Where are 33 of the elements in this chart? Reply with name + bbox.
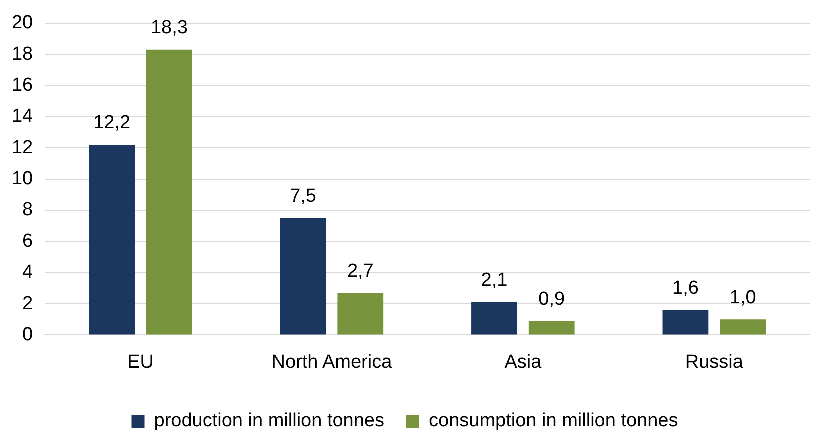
data-label: 0,9 bbox=[538, 288, 566, 310]
x-tick-label: Russia bbox=[685, 352, 744, 373]
data-label: 12,2 bbox=[94, 112, 131, 134]
y-tick-label: 8 bbox=[22, 200, 34, 221]
data-label: 2,7 bbox=[347, 260, 374, 282]
legend-label: consumption in million tonnes bbox=[429, 410, 678, 432]
y-tick-label: 2 bbox=[22, 293, 34, 314]
bar bbox=[280, 218, 326, 335]
bar bbox=[528, 321, 575, 335]
data-label: 18,3 bbox=[150, 18, 188, 39]
x-tick-label: North America bbox=[272, 352, 393, 373]
data-label: 2,1 bbox=[481, 270, 508, 292]
bar bbox=[338, 293, 384, 335]
y-tick-label: 0 bbox=[22, 324, 34, 346]
y-tick-label: 20 bbox=[12, 12, 34, 34]
y-tick-label: 10 bbox=[12, 168, 34, 190]
y-tick-label: 16 bbox=[12, 74, 34, 96]
y-tick-label: 14 bbox=[12, 106, 34, 128]
bar bbox=[662, 310, 709, 335]
data-label: 1,6 bbox=[672, 278, 699, 299]
data-label: 7,5 bbox=[290, 186, 316, 208]
y-tick-label: 12 bbox=[12, 137, 34, 158]
y-tick-label: 4 bbox=[22, 262, 34, 284]
x-tick-label: Asia bbox=[504, 352, 542, 373]
y-tick-label: 18 bbox=[12, 44, 34, 65]
bar bbox=[472, 302, 518, 335]
legend-label: production in million tonnes bbox=[154, 410, 385, 432]
data-label: 1,0 bbox=[730, 287, 756, 308]
bar bbox=[146, 50, 192, 335]
bar bbox=[89, 145, 136, 335]
bar bbox=[720, 320, 766, 335]
x-tick-label: EU bbox=[128, 352, 154, 373]
y-tick-label: 6 bbox=[22, 230, 34, 252]
